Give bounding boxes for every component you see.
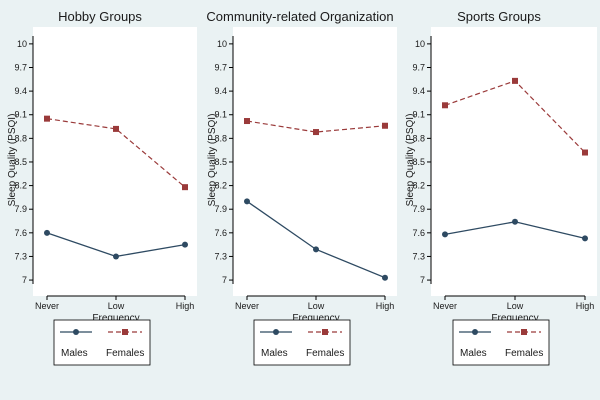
x-tick-label: Low <box>507 301 524 311</box>
y-tick-label: 7 <box>22 275 27 285</box>
data-point-males <box>44 229 50 236</box>
y-tick-label: 9.1 <box>412 110 425 120</box>
y-tick-label: 9.7 <box>214 62 227 72</box>
data-point-females <box>313 129 319 136</box>
y-tick-label: 10 <box>415 39 425 49</box>
x-tick-label: Low <box>108 301 125 311</box>
x-tick-label: Low <box>308 301 325 311</box>
data-point-females <box>113 125 119 132</box>
y-tick-label: 7.3 <box>412 251 425 261</box>
y-tick-label: 7.9 <box>14 204 27 214</box>
y-tick-label: 7.9 <box>214 204 227 214</box>
x-axis-label: Frequency <box>92 313 139 324</box>
y-tick-label: 8.5 <box>214 157 227 167</box>
data-point-males <box>313 246 319 253</box>
x-tick-label: High <box>376 301 395 311</box>
data-point-females <box>182 184 188 191</box>
data-point-females <box>382 122 388 129</box>
y-tick-label: 10 <box>17 39 27 49</box>
data-point-females <box>442 102 448 109</box>
y-tick-label: 7.6 <box>412 228 425 238</box>
x-tick-label: Never <box>235 301 259 311</box>
y-axis-label: Sleep Quality (PSQI) <box>405 114 416 207</box>
legend-label-females: Females <box>306 348 344 359</box>
chart-title: Hobby Groups <box>58 9 142 24</box>
y-tick-label: 7.3 <box>214 251 227 261</box>
legend-marker-females <box>322 329 328 335</box>
y-tick-label: 8.5 <box>412 157 425 167</box>
legend-marker-males <box>273 329 279 335</box>
data-point-males <box>244 198 250 205</box>
x-tick-label: High <box>176 301 195 311</box>
y-tick-label: 9.4 <box>412 86 425 96</box>
plot-area <box>431 27 597 296</box>
legend-label-males: Males <box>61 348 88 359</box>
y-tick-label: 9.7 <box>14 62 27 72</box>
y-tick-label: 7 <box>222 275 227 285</box>
data-point-males <box>182 241 188 248</box>
x-axis-label: Frequency <box>491 313 538 324</box>
x-tick-label: Never <box>433 301 457 311</box>
y-axis-label: Sleep Quality (PSQI) <box>207 114 218 207</box>
y-tick-label: 8.5 <box>14 157 27 167</box>
series-line-females <box>46 118 186 188</box>
y-tick-label: 9.1 <box>214 110 227 120</box>
data-point-males <box>113 253 119 260</box>
chart-panel-1: Hobby Groups 7 7.3 7.6 7.9 8.2 8.5 8.8 9.1 9.4 9.7… <box>7 9 197 366</box>
chart-title: Sports Groups <box>457 9 541 24</box>
data-point-males <box>512 218 518 225</box>
plot-area <box>233 27 397 296</box>
legend-marker-females <box>521 329 527 335</box>
legend-label-males: Males <box>460 348 487 359</box>
y-tick-label: 9.4 <box>214 86 227 96</box>
data-point-males <box>382 274 388 281</box>
chart-panel-2: Community-related Organization 7 7.3 7.6 7.9… <box>206 9 397 366</box>
y-tick-label: 7 <box>420 275 425 285</box>
y-axis-label: Sleep Quality (PSQI) <box>7 114 18 207</box>
y-tick-label: 7.6 <box>214 228 227 238</box>
y-tick-label: 9.1 <box>14 110 27 120</box>
y-tick-label: 8.2 <box>214 181 227 191</box>
chart-panel-3: Sports Groups 7 7.3 7.6 7.9 8.2 8.5 8.8 9.1 9.4 9.… <box>405 9 597 366</box>
y-tick-label: 8.2 <box>412 181 425 191</box>
data-point-females <box>44 115 50 122</box>
x-axis-label: Frequency <box>292 313 339 324</box>
data-point-females <box>512 77 518 84</box>
data-point-males <box>582 235 588 242</box>
y-tick-label: 8.2 <box>14 181 27 191</box>
y-tick-label: 7.3 <box>14 251 27 261</box>
legend: Males Females <box>253 319 351 366</box>
data-point-females <box>582 149 588 156</box>
y-tick-label: 9.4 <box>14 86 27 96</box>
data-point-males <box>442 231 448 238</box>
legend-label-females: Females <box>505 348 543 359</box>
legend: Males Females <box>452 319 550 366</box>
x-tick-label: Never <box>35 301 59 311</box>
y-tick-label: 7.6 <box>14 228 27 238</box>
y-tick-label: 7.9 <box>412 204 425 214</box>
y-tick-label: 8.8 <box>412 133 425 143</box>
legend: Males Females <box>53 319 151 366</box>
plot-area <box>33 27 197 296</box>
legend-box <box>253 319 351 366</box>
chart-title: Community-related Organization <box>206 9 393 24</box>
legend-label-females: Females <box>106 348 144 359</box>
legend-box <box>452 319 550 366</box>
series-line-females <box>246 120 386 133</box>
legend-marker-males <box>73 329 79 335</box>
x-tick-label: High <box>576 301 595 311</box>
legend-label-males: Males <box>261 348 288 359</box>
legend-marker-males <box>472 329 478 335</box>
y-tick-label: 10 <box>217 39 227 49</box>
legend-marker-females <box>122 329 128 335</box>
legend-box <box>53 319 151 366</box>
y-tick-label: 8.8 <box>214 133 227 143</box>
data-point-females <box>244 118 250 125</box>
y-tick-label: 9.7 <box>412 62 425 72</box>
y-tick-label: 8.8 <box>14 133 27 143</box>
